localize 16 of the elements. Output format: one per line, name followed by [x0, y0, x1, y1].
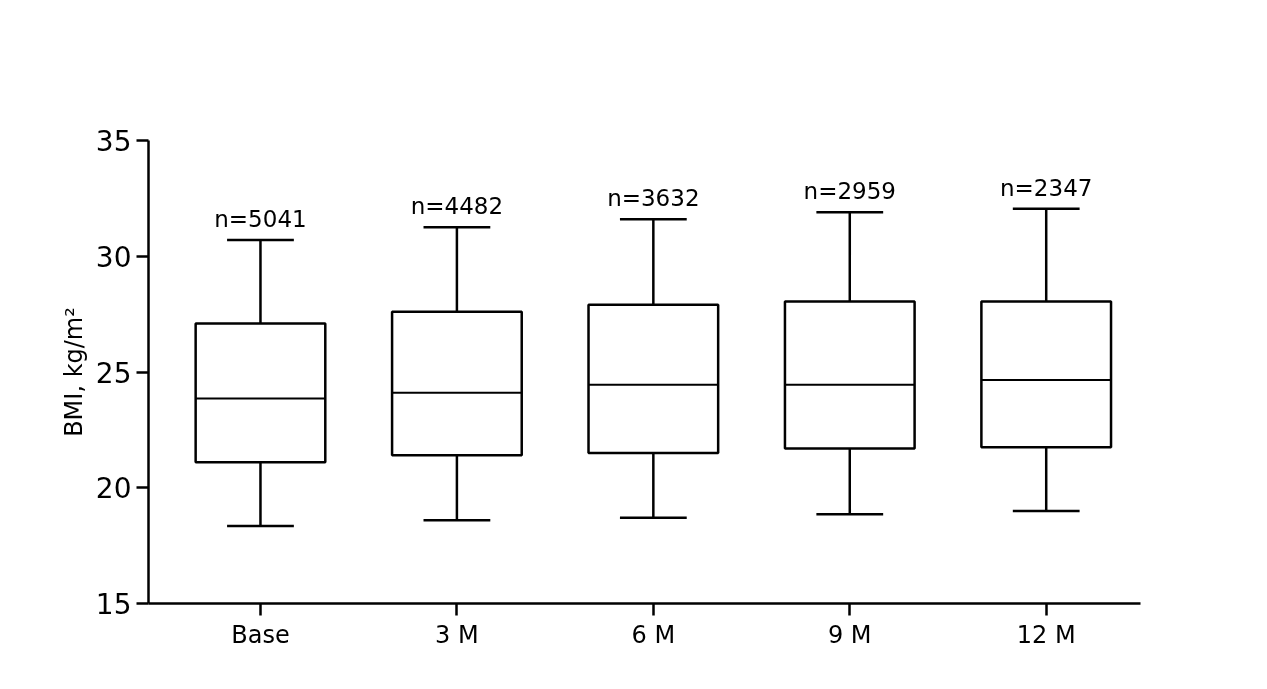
annotation: n=4482: [410, 193, 504, 220]
y-tick-label: 15: [95, 588, 132, 621]
annotation: n=3632: [607, 185, 700, 212]
x-tick-label: Base: [231, 620, 290, 649]
y-axis-title: BMI, kg/m²: [59, 307, 88, 437]
y-tick-label: 25: [95, 356, 132, 390]
x-tick-label: 3 M: [435, 620, 479, 649]
annotation: n=2959: [803, 178, 896, 205]
x-tick-label: 12 M: [1016, 620, 1076, 649]
y-tick-label: 20: [95, 472, 132, 506]
y-tick-label: 35: [95, 125, 132, 158]
x-tick-label: 6 M: [631, 620, 676, 649]
y-tick-label: 30: [95, 240, 132, 274]
annotation: n=2347: [1000, 174, 1093, 201]
x-tick-label: 9 M: [827, 620, 872, 649]
annotation: n=5041: [214, 206, 307, 233]
